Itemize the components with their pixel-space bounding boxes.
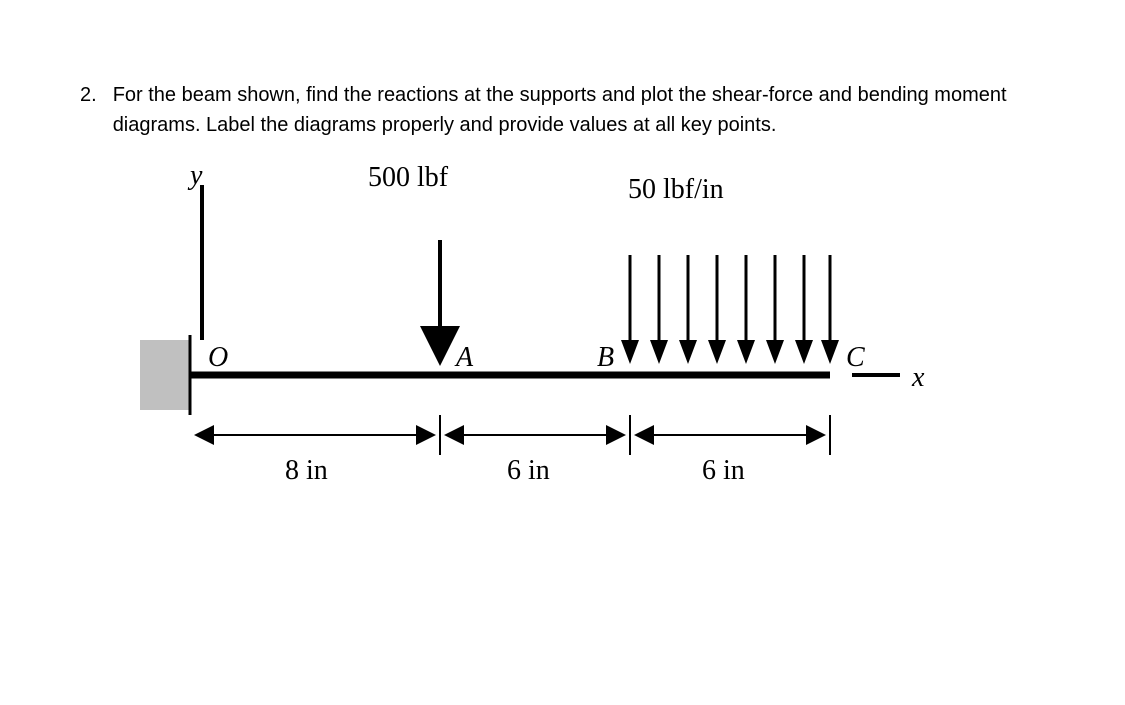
wall-support (140, 340, 190, 410)
dim-BC: 6 in (702, 455, 745, 487)
point-O: O (208, 342, 228, 374)
dim-OA: 8 in (285, 455, 328, 487)
beam-diagram: y x 500 lbf 50 lbf/in O A B C 8 in 6 in … (130, 170, 930, 530)
y-axis-label: y (190, 160, 202, 192)
dist-load-label: 50 lbf/in (628, 174, 724, 206)
point-A: A (456, 342, 473, 374)
problem-text: 2. For the beam shown, find the reaction… (80, 80, 1045, 140)
dim-AB: 6 in (507, 455, 550, 487)
x-axis-label: x (912, 362, 924, 394)
problem-number: 2. (80, 80, 97, 140)
point-C: C (846, 342, 865, 374)
point-B: B (597, 342, 614, 374)
point-load-label: 500 lbf (368, 162, 448, 194)
problem-statement: For the beam shown, find the reactions a… (113, 80, 1045, 140)
